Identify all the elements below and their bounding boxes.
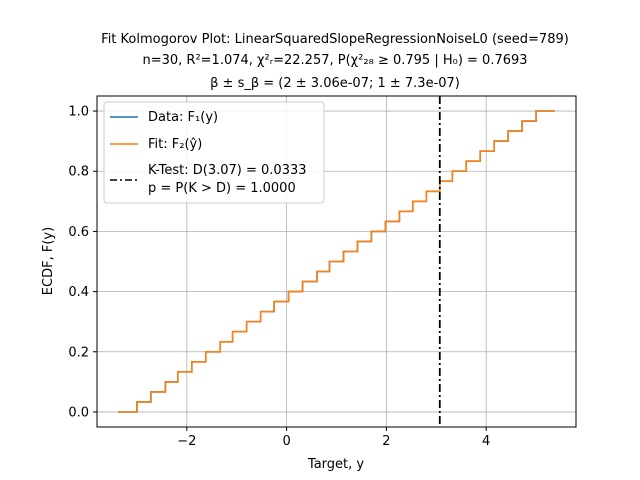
legend-label-ktest-1: K-Test: D(3.07) = 0.0333: [148, 163, 307, 178]
legend-box: [103, 101, 325, 204]
x-tick-label: −2: [177, 434, 196, 449]
y-tick-label: 0.4: [68, 285, 89, 300]
legend-label-fit: Fit: F₂(ŷ): [148, 137, 202, 152]
y-tick-label: 0.2: [68, 345, 89, 360]
y-axis-label: ECDF, F(y): [41, 227, 56, 295]
x-axis-label: Target, y: [307, 457, 364, 472]
y-tick-label: 0.6: [68, 225, 89, 240]
chart-title: Fit Kolmogorov Plot: LinearSquaredSlopeR…: [101, 32, 569, 91]
title-line-3: β ± s_β = (2 ± 3.06e-07; 1 ± 7.3e-07): [210, 76, 460, 91]
title-line-2: n=30, R²=1.074, χ²ᵣ=22.257, P(χ²₂₈ ≥ 0.7…: [142, 53, 527, 68]
x-tick-label: 0: [282, 434, 290, 449]
axes-frame: [96, 95, 577, 428]
legend: Data: F₁(y) Fit: F₂(ŷ) K-Test: D(3.07) =…: [103, 101, 325, 204]
legend-label-data: Data: F₁(y): [148, 110, 218, 125]
x-axis-ticks: −2 0 2 4: [177, 427, 490, 449]
legend-label-ktest-2: p = P(K > D) = 1.0000: [148, 181, 296, 196]
y-tick-label: 0.8: [68, 165, 89, 180]
y-tick-label: 0.0: [68, 405, 89, 420]
series-layer: [118, 110, 555, 413]
x-tick-label: 4: [482, 434, 490, 449]
y-axis-ticks: 0.0 0.2 0.4 0.6 0.8 1.0: [68, 105, 97, 420]
x-tick-label: 2: [382, 434, 390, 449]
title-line-1: Fit Kolmogorov Plot: LinearSquaredSlopeR…: [101, 32, 569, 47]
y-tick-label: 1.0: [68, 105, 89, 120]
series-fit-line: [118, 110, 555, 413]
